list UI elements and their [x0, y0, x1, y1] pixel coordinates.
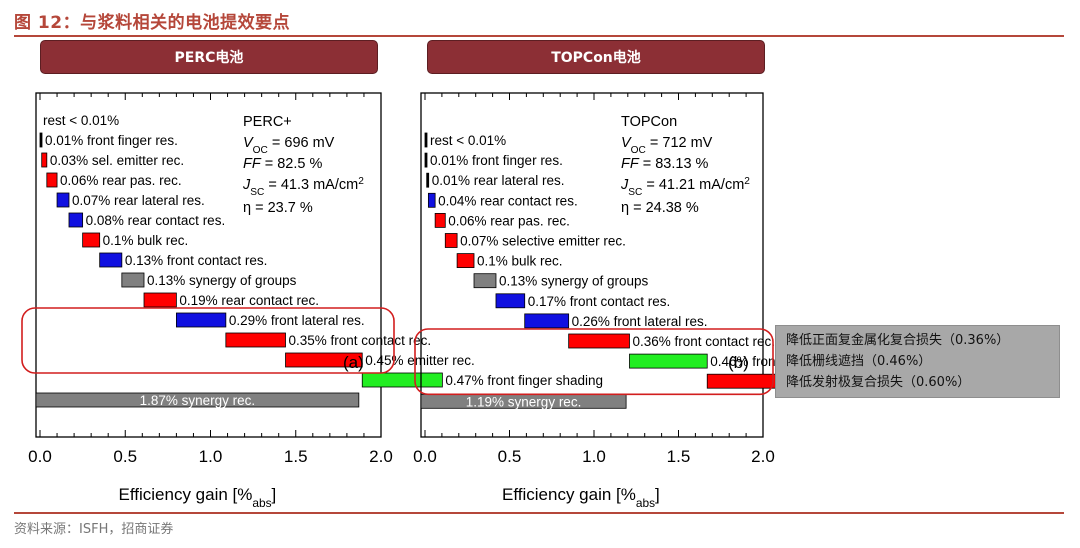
bar [143, 292, 177, 308]
x-tick-label: 2.0 [751, 447, 775, 466]
bar-label: 0.07% rear lateral res. [72, 193, 205, 208]
bar-label: 0.47% front finger shading [445, 373, 603, 388]
highlight-box [21, 307, 395, 374]
bar-label: 0.1% bulk rec. [103, 233, 189, 248]
bar-label: 0.06% rear pas. rec. [60, 173, 182, 188]
plot-frame [35, 92, 382, 438]
bar-label: 0.36% front contact rec. [632, 334, 775, 349]
bar-label: 1.19% synergy rec. [466, 394, 582, 409]
bar-label: 0.01% front finger res. [430, 153, 563, 168]
bar [121, 272, 145, 288]
ff-value: FF = 82.5 % [243, 156, 322, 172]
bar [424, 152, 428, 168]
bar-label: 0.13% synergy of groups [147, 273, 297, 288]
bar-label: 0.01% rear lateral res. [432, 173, 565, 188]
bar-label: 0.03% sel. emitter rec. [50, 153, 184, 168]
bar [427, 192, 436, 208]
bar [444, 233, 458, 248]
x-tick-label: 0.5 [113, 447, 137, 466]
bar-label: 0.13% synergy of groups [499, 274, 649, 289]
bar [568, 333, 630, 349]
panel-label: (b) [728, 353, 749, 372]
source-note: 资料来源：ISFH，招商证券 [14, 522, 174, 537]
figure-title: 图 12：与浆料相关的电池提效要点 [14, 13, 291, 33]
x-tick-label: 0.5 [498, 447, 522, 466]
x-tick-label: 1.0 [199, 447, 223, 466]
x-tick-label: 1.5 [667, 447, 691, 466]
bar [225, 332, 286, 348]
callout-line: 降低发射极复合损失（0.60%） [786, 375, 971, 390]
bar-label: 0.13% front contact res. [125, 253, 268, 268]
voc-value: VOC = 712 mV [621, 135, 713, 156]
bar [35, 392, 360, 408]
bar-label: 0.01% front finger res. [45, 133, 178, 148]
ff-value: FF = 83.13 % [621, 156, 709, 172]
bar-label: 0.08% rear contact res. [86, 213, 226, 228]
bar-label: 0.35% front contact rec. [289, 333, 432, 348]
bar-label: 0.1% bulk rec. [477, 254, 563, 269]
cell-name: TOPCon [621, 114, 677, 130]
x-tick-label: 0.0 [28, 447, 52, 466]
highlight-box [414, 328, 774, 396]
jsc-value: JSC = 41.3 mA/cm2 [242, 176, 364, 198]
bar [39, 132, 43, 148]
panel-label: (a) [343, 353, 364, 372]
efficiency-value: η = 24.38 % [621, 200, 699, 216]
bar [426, 172, 430, 188]
bar [46, 172, 58, 188]
plot-frame [420, 92, 764, 438]
bar-label: 0.17% front contact res. [528, 294, 671, 309]
bar-label: rest < 0.01% [43, 113, 119, 128]
bar [456, 253, 475, 269]
bar [495, 293, 526, 309]
x-tick-label: 1.0 [582, 447, 606, 466]
bar-label: 0.19% rear contact rec. [179, 293, 319, 308]
efficiency-value: η = 23.7 % [243, 200, 313, 216]
bar-label: 0.06% rear pas. rec. [448, 213, 570, 228]
bar [629, 353, 708, 369]
bar [175, 312, 227, 328]
callout-box: 降低正面复金属化复合损失（0.36%） 降低栅线遮挡（0.46%） 降低发射极复… [775, 325, 1060, 398]
bar [434, 212, 446, 228]
x-tick-label: 2.0 [369, 447, 393, 466]
bar [41, 152, 48, 168]
bar [56, 192, 70, 208]
bar [424, 132, 428, 148]
bar-label: 0.29% front lateral res. [229, 313, 365, 328]
bar [361, 372, 443, 388]
jsc-value: JSC = 41.21 mA/cm2 [620, 176, 750, 198]
bar [473, 273, 497, 289]
footer-rule [14, 512, 1064, 514]
bar-label: 0.26% front lateral res. [572, 314, 708, 329]
bar [285, 352, 363, 368]
callout-line: 降低正面复金属化复合损失（0.36%） [786, 333, 1010, 348]
bar-label: rest < 0.01% [430, 133, 506, 148]
x-axis-label: Efficiency gain [%abs] [502, 485, 660, 510]
bar [68, 212, 84, 228]
cell-name: PERC+ [243, 114, 292, 130]
bar [524, 313, 570, 329]
x-tick-label: 1.5 [284, 447, 308, 466]
voc-value: VOC = 696 mV [243, 135, 335, 156]
bar [99, 252, 123, 268]
bar-label: 0.07% selective emitter rec. [460, 234, 626, 249]
callout-line: 降低栅线遮挡（0.46%） [786, 354, 932, 369]
topcon-banner: TOPCon电池 [427, 40, 765, 74]
bar-label: 0.45% emitter rec. [365, 353, 475, 368]
bar-label: 0.04% rear contact res. [438, 193, 578, 208]
bar-label: 1.87% synergy rec. [140, 393, 256, 408]
perc-banner: PERC电池 [40, 40, 378, 74]
x-tick-label: 0.0 [413, 447, 437, 466]
title-rule [14, 35, 1064, 37]
x-axis-label: Efficiency gain [%abs] [119, 485, 277, 510]
bar [82, 232, 101, 248]
